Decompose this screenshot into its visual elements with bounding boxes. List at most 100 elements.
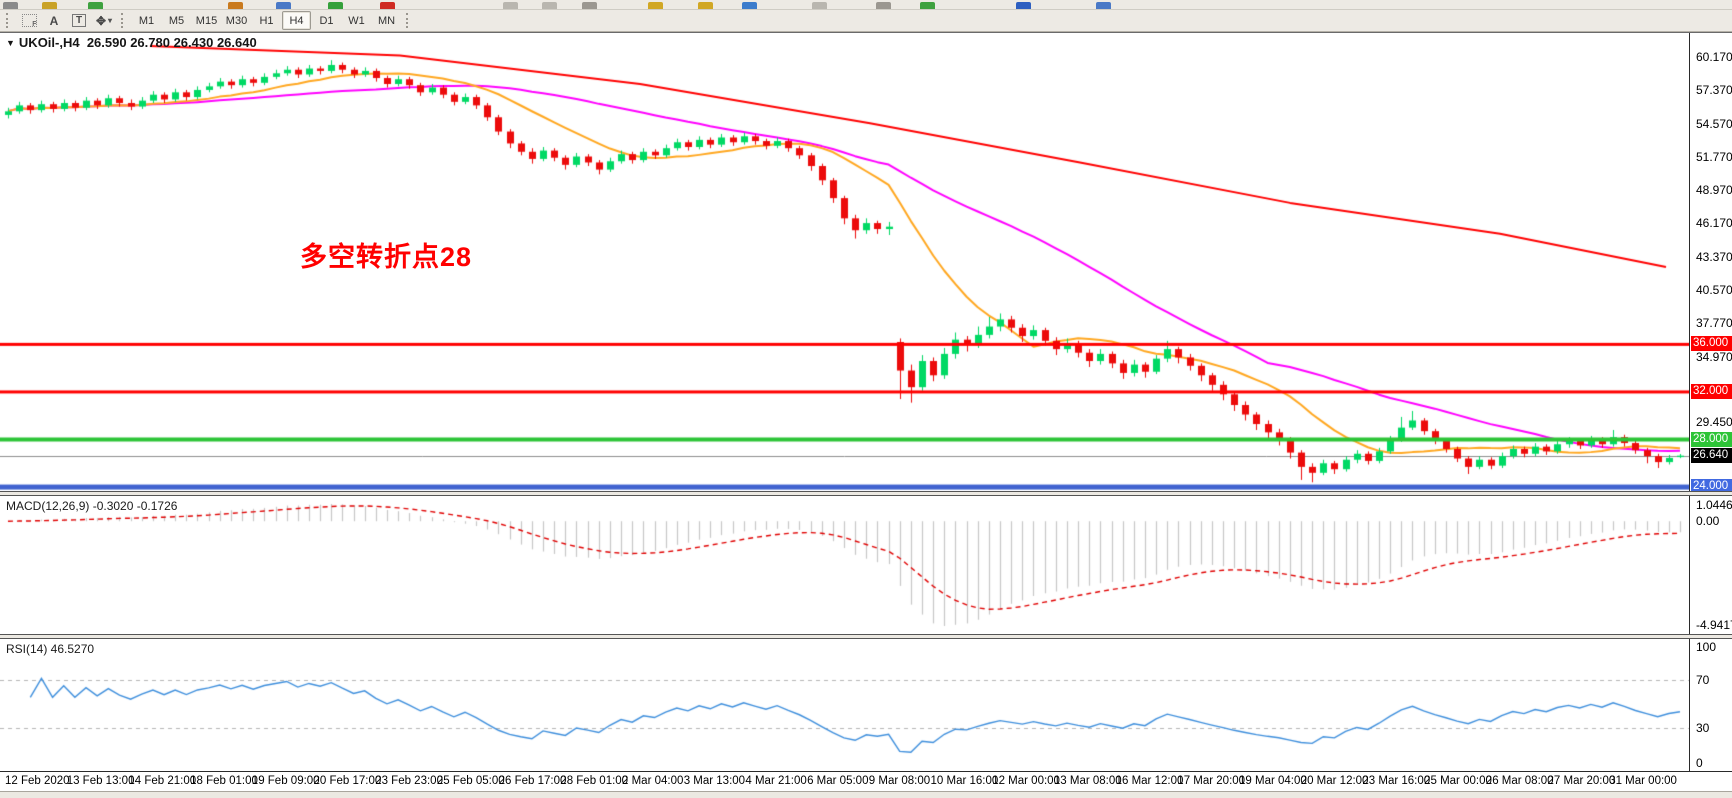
price-level-badge: 32.000	[1691, 383, 1732, 399]
toolbar-drag-handle[interactable]	[6, 13, 12, 28]
price-level-badge: 24.000	[1691, 479, 1732, 491]
time-axis-label: 2 Mar 04:00	[622, 775, 684, 787]
price-level-badge: 28.000	[1691, 431, 1732, 447]
chart-title[interactable]: ▼ UKOil-,H4 26.590 26.780 26.430 26.640	[6, 35, 257, 50]
toolbar-button-icon[interactable]	[328, 2, 343, 9]
macd-axis-label: -4.9417	[1696, 618, 1732, 632]
chart-text-annotation: 多空转折点28	[300, 242, 473, 272]
price-axis-tick: 57.370	[1696, 83, 1732, 98]
rsi-axis-label: 70	[1696, 673, 1710, 687]
toolbar-drag-handle[interactable]	[406, 13, 412, 28]
rsi-label: RSI(14) 46.5270	[6, 642, 95, 656]
toolbar-button-icon[interactable]	[1096, 2, 1111, 9]
toolbar-button-icon[interactable]	[876, 2, 891, 9]
price-axis-tick: 29.450	[1696, 415, 1732, 430]
toolbar-button-icon[interactable]	[542, 2, 557, 9]
time-axis-label: 12 Feb 2020	[5, 775, 70, 787]
textbox-tool-icon[interactable]: T	[67, 11, 91, 30]
price-axis-tick: 54.570	[1696, 116, 1732, 131]
time-axis-label: 28 Feb 01:00	[560, 775, 629, 787]
toolbar-button-icon[interactable]	[228, 2, 243, 9]
time-axis-label: 19 Feb 09:00	[251, 775, 320, 787]
toolbar-button-icon[interactable]	[920, 2, 935, 9]
timeframe-button-d1[interactable]: D1	[319, 14, 334, 27]
time-axis-label: 19 Mar 04:00	[1239, 775, 1307, 787]
price-axis-tick: 43.370	[1696, 249, 1732, 264]
time-axis-label: 17 Mar 20:00	[1177, 775, 1246, 787]
timeframe-buttons: M1 M5 M15 M30 H1 H4 D1 W1 MN	[132, 11, 401, 30]
time-axis-label: 6 Mar 05:00	[807, 775, 869, 787]
toolbar-drag-handle[interactable]	[121, 13, 127, 28]
timeframe-button-h4[interactable]: H4	[282, 11, 311, 30]
statusbar-strip	[0, 791, 1732, 798]
time-axis-label: 10 Mar 16:00	[930, 775, 999, 787]
time-axis-label: 13 Mar 08:00	[1053, 775, 1122, 787]
rsi-axis-label: 0	[1696, 756, 1703, 770]
timeframe-button-m15[interactable]: M15	[195, 14, 218, 27]
toolbar-button-icon[interactable]	[812, 2, 827, 9]
toolbar-button-icon[interactable]	[88, 2, 103, 9]
macd-axis-divider	[1689, 496, 1690, 634]
rsi-axis-label: 30	[1696, 721, 1710, 735]
timeframe-button-w1[interactable]: W1	[348, 14, 365, 27]
time-axis-label: 9 Mar 08:00	[868, 775, 931, 787]
time-axis-label: 20 Mar 12:00	[1300, 775, 1369, 787]
timeframe-button-h1[interactable]: H1	[259, 14, 274, 27]
arrow-objects-icon[interactable]: ✥ ▾	[95, 13, 113, 28]
price-axis-tick: 48.970	[1696, 183, 1732, 198]
time-axis-label: 16 Mar 12:00	[1115, 775, 1184, 787]
timeframe-button-m30[interactable]: M30	[225, 14, 248, 27]
crosshair-mode-icon[interactable]: F	[17, 11, 41, 30]
timeframe-button-mn[interactable]: MN	[377, 14, 396, 27]
time-axis-label: 20 Feb 17:00	[313, 775, 382, 787]
macd-label: MACD(12,26,9) -0.3020 -0.1726	[6, 499, 178, 513]
toolbar-button-icon[interactable]	[648, 2, 663, 9]
macd-axis-label: 1.0446	[1696, 498, 1732, 512]
timeframe-button-m1[interactable]: M1	[138, 14, 155, 27]
time-axis-label: 23 Feb 23:00	[375, 775, 443, 787]
time-axis-label: 18 Feb 01:00	[190, 775, 258, 787]
toolbar-button-icon[interactable]	[742, 2, 757, 9]
toolbar-button-icon[interactable]	[42, 2, 57, 9]
toolbar-button-icon[interactable]	[1016, 2, 1031, 9]
price-level-badge: 26.640	[1691, 447, 1732, 463]
toolbar-button-icon[interactable]	[698, 2, 713, 9]
time-axis-label: 13 Feb 13:00	[66, 775, 135, 787]
macd-indicator-pane[interactable]: MACD(12,26,9) -0.3020 -0.1726 1.0446 0.00…	[0, 496, 1732, 634]
pane-separator[interactable]	[0, 491, 1732, 496]
time-axis-label: 3 Mar 13:00	[683, 775, 746, 787]
main-toolbar-clipped	[0, 0, 1732, 10]
dotted-grid-icon: F	[21, 14, 37, 28]
chart-window: ▼ UKOil-,H4 26.590 26.780 26.430 26.640 多…	[0, 32, 1732, 791]
time-axis-label: 23 Mar 16:00	[1362, 775, 1431, 787]
price-axis-divider	[1689, 33, 1690, 491]
toolbar-button-icon[interactable]	[380, 2, 395, 9]
toolbar-button-icon[interactable]	[3, 2, 18, 9]
toolbar-button-icon[interactable]	[276, 2, 291, 9]
rsi-axis-label: 100	[1696, 640, 1717, 654]
macd-canvas[interactable]	[0, 496, 1689, 634]
pane-separator[interactable]	[0, 634, 1732, 639]
price-axis-tick: 37.770	[1696, 316, 1732, 331]
time-axis-label: 25 Feb 05:00	[436, 775, 505, 787]
price-level-badge: 36.000	[1691, 336, 1732, 352]
price-axis-tick: 51.770	[1696, 149, 1732, 164]
text-label-tool-icon[interactable]: A	[49, 13, 59, 28]
chart-menu-arrow-icon[interactable]: ▼	[6, 38, 15, 48]
rsi-axis-divider	[1689, 639, 1690, 771]
time-axis-label: 4 Mar 21:00	[745, 775, 807, 787]
time-axis-label: 14 Feb 21:00	[128, 775, 197, 787]
time-axis-label: 25 Mar 00:00	[1424, 775, 1492, 787]
price-axis-tick: 40.570	[1696, 283, 1732, 298]
price-chart-pane[interactable]: ▼ UKOil-,H4 26.590 26.780 26.430 26.640 多…	[0, 33, 1732, 491]
time-axis-label: 27 Mar 20:00	[1547, 775, 1616, 787]
toolbar-button-icon[interactable]	[582, 2, 597, 9]
time-axis-label: 12 Mar 00:00	[992, 775, 1060, 787]
candlestick-chart-canvas[interactable]	[0, 33, 1689, 491]
time-axis[interactable]: 12 Feb 2020 13 Feb 13:00 14 Feb 21:00 18 Fe…	[0, 771, 1732, 791]
rsi-canvas[interactable]	[0, 639, 1689, 771]
rsi-indicator-pane[interactable]: RSI(14) 46.5270 100 70 30 0	[0, 639, 1732, 771]
toolbar-button-icon[interactable]	[503, 2, 518, 9]
timeframe-button-m5[interactable]: M5	[168, 14, 185, 27]
